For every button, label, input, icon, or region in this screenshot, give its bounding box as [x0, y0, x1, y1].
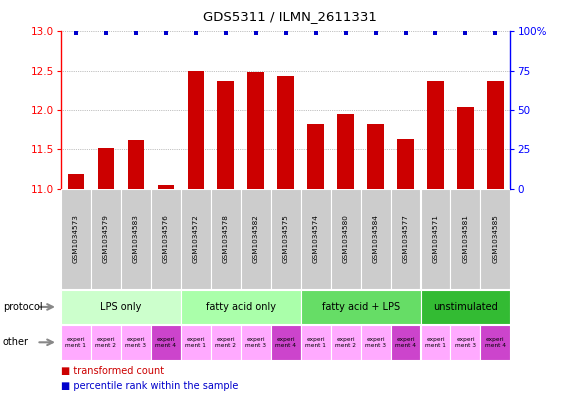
Bar — [121, 325, 151, 360]
Bar — [151, 189, 181, 289]
Text: GDS5311 / ILMN_2611331: GDS5311 / ILMN_2611331 — [203, 10, 377, 23]
Bar — [158, 185, 174, 189]
Text: GSM1034579: GSM1034579 — [103, 214, 109, 263]
Bar — [91, 189, 121, 289]
Bar — [307, 124, 324, 189]
Text: experi
ment 4: experi ment 4 — [485, 337, 506, 348]
Bar — [420, 189, 451, 289]
Text: experi
ment 3: experi ment 3 — [455, 337, 476, 348]
Bar — [457, 107, 474, 189]
Bar — [181, 290, 300, 324]
Text: experi
ment 1: experi ment 1 — [425, 337, 446, 348]
Bar — [241, 325, 271, 360]
Text: GSM1034583: GSM1034583 — [133, 214, 139, 263]
Bar — [181, 325, 211, 360]
Text: GSM1034577: GSM1034577 — [403, 214, 408, 263]
Text: GSM1034572: GSM1034572 — [193, 214, 199, 263]
Bar — [300, 325, 331, 360]
Bar — [420, 325, 451, 360]
Bar — [211, 325, 241, 360]
Text: experi
ment 2: experi ment 2 — [95, 337, 117, 348]
Bar — [218, 81, 234, 189]
Text: unstimulated: unstimulated — [433, 302, 498, 312]
Text: experi
ment 3: experi ment 3 — [125, 337, 146, 348]
Text: other: other — [3, 337, 29, 347]
Bar — [271, 189, 300, 289]
Bar — [397, 139, 414, 189]
Bar — [300, 189, 331, 289]
Text: experi
ment 4: experi ment 4 — [395, 337, 416, 348]
Text: fatty acid + LPS: fatty acid + LPS — [321, 302, 400, 312]
Bar — [151, 325, 181, 360]
Bar — [128, 140, 144, 189]
Bar — [97, 148, 114, 189]
Text: GSM1034581: GSM1034581 — [462, 214, 469, 263]
Text: experi
ment 2: experi ment 2 — [335, 337, 356, 348]
Text: GSM1034576: GSM1034576 — [163, 214, 169, 263]
Text: ■ transformed count: ■ transformed count — [61, 366, 164, 376]
Bar — [390, 325, 420, 360]
Bar — [241, 189, 271, 289]
Bar — [211, 189, 241, 289]
Bar — [187, 71, 204, 189]
Text: GSM1034578: GSM1034578 — [223, 214, 229, 263]
Bar — [361, 189, 390, 289]
Text: protocol: protocol — [3, 302, 42, 312]
Bar — [277, 76, 294, 189]
Bar — [91, 325, 121, 360]
Text: fatty acid only: fatty acid only — [206, 302, 276, 312]
Bar — [338, 114, 354, 189]
Bar — [61, 325, 91, 360]
Text: experi
ment 2: experi ment 2 — [215, 337, 236, 348]
Text: experi
ment 4: experi ment 4 — [275, 337, 296, 348]
Bar — [331, 325, 361, 360]
Text: experi
ment 3: experi ment 3 — [245, 337, 266, 348]
Text: ■ percentile rank within the sample: ■ percentile rank within the sample — [61, 381, 238, 391]
Text: GSM1034574: GSM1034574 — [313, 214, 318, 263]
Text: GSM1034580: GSM1034580 — [343, 214, 349, 263]
Bar — [390, 189, 420, 289]
Bar — [480, 189, 510, 289]
Text: GSM1034575: GSM1034575 — [282, 214, 289, 263]
Text: GSM1034585: GSM1034585 — [492, 214, 498, 263]
Text: experi
ment 1: experi ment 1 — [305, 337, 326, 348]
Bar — [451, 189, 480, 289]
Text: LPS only: LPS only — [100, 302, 142, 312]
Bar — [181, 189, 211, 289]
Bar — [480, 325, 510, 360]
Text: experi
ment 4: experi ment 4 — [155, 337, 176, 348]
Bar — [331, 189, 361, 289]
Bar — [300, 290, 420, 324]
Text: GSM1034584: GSM1034584 — [372, 214, 379, 263]
Bar — [61, 290, 181, 324]
Text: GSM1034571: GSM1034571 — [433, 214, 438, 263]
Bar — [61, 189, 91, 289]
Bar — [427, 81, 444, 189]
Bar — [451, 325, 480, 360]
Text: GSM1034582: GSM1034582 — [253, 214, 259, 263]
Text: experi
ment 3: experi ment 3 — [365, 337, 386, 348]
Text: experi
ment 1: experi ment 1 — [66, 337, 86, 348]
Bar — [487, 81, 503, 189]
Bar — [121, 189, 151, 289]
Text: experi
ment 1: experi ment 1 — [186, 337, 206, 348]
Bar — [361, 325, 390, 360]
Bar — [271, 325, 300, 360]
Bar — [367, 124, 384, 189]
Bar — [420, 290, 510, 324]
Bar — [68, 174, 84, 189]
Text: GSM1034573: GSM1034573 — [73, 214, 79, 263]
Bar — [248, 72, 264, 189]
